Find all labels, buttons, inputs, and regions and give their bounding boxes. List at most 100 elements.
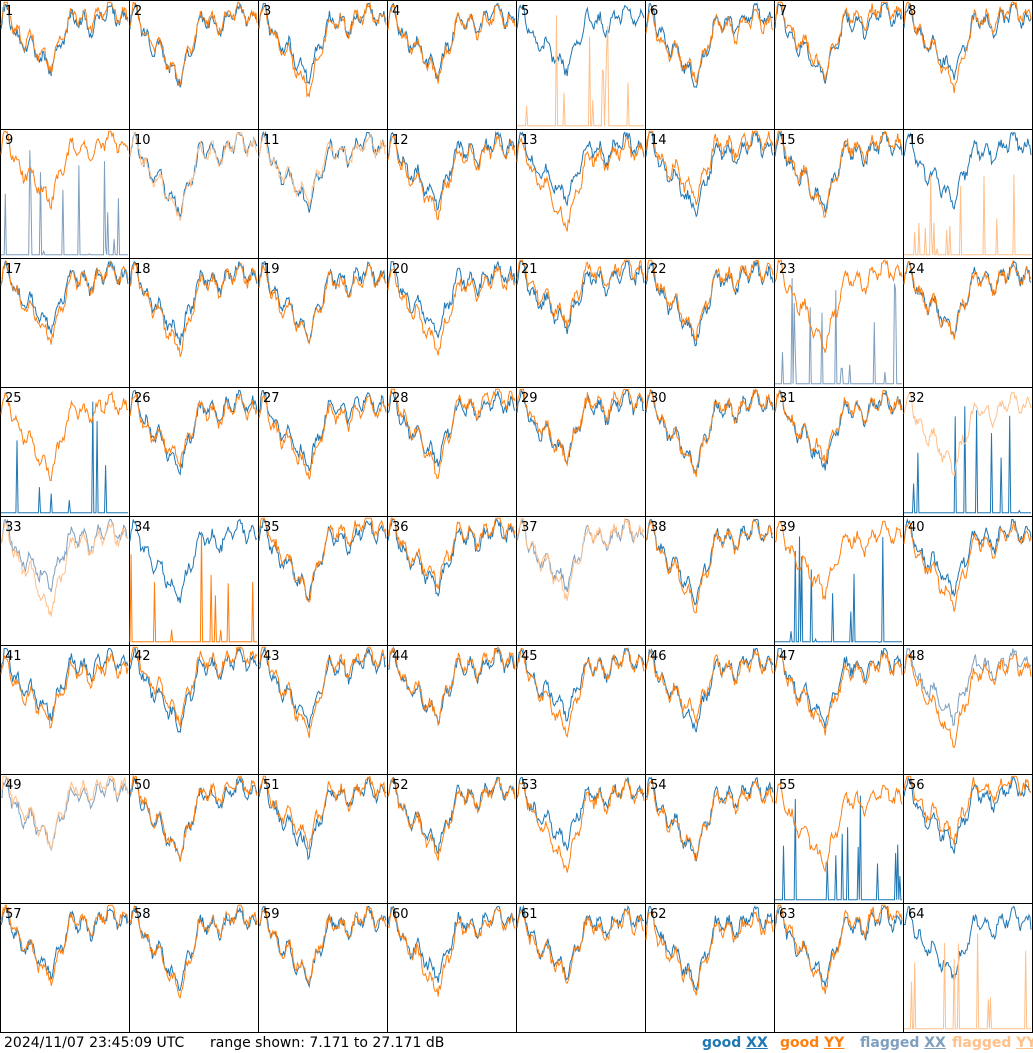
legend-flagged-yy-swatch: YY xyxy=(1016,1035,1033,1051)
panel-label: 38 xyxy=(650,520,667,535)
panel-frame xyxy=(129,129,259,259)
panel-frame xyxy=(129,645,259,775)
panel-label: 4 xyxy=(392,4,400,19)
panel-28: 28 xyxy=(387,387,517,517)
panel-frame xyxy=(0,516,130,646)
panel-46: 46 xyxy=(645,645,775,775)
panel-label: 56 xyxy=(908,778,925,793)
series-yy xyxy=(258,133,387,208)
panel-frame xyxy=(903,387,1033,517)
series-yy xyxy=(774,782,903,874)
panel-label: 15 xyxy=(779,133,796,148)
panel-13: 13 xyxy=(516,129,646,259)
panel-label: 58 xyxy=(134,907,151,922)
legend-good-xx-prefix: good xyxy=(702,1035,747,1051)
panel-20: 20 xyxy=(387,258,517,388)
panel-38: 38 xyxy=(645,516,775,646)
series-xx xyxy=(258,130,387,213)
panel-42: 42 xyxy=(129,645,259,775)
panel-frame xyxy=(774,774,904,904)
panel-frame xyxy=(774,0,904,130)
panel-frame xyxy=(0,774,130,904)
series-xx xyxy=(645,2,774,88)
panel-label: 37 xyxy=(521,520,538,535)
series-xx xyxy=(645,132,774,218)
series-xx xyxy=(904,406,1031,514)
panel-6: 6 xyxy=(645,0,775,130)
panel-label: 39 xyxy=(779,520,796,535)
series-yy xyxy=(0,260,129,345)
panel-49: 49 xyxy=(0,774,130,904)
series-yy xyxy=(774,904,903,994)
panel-label: 60 xyxy=(392,907,409,922)
series-xx xyxy=(774,2,903,84)
series-yy xyxy=(516,136,645,232)
panel-label: 32 xyxy=(908,391,925,406)
panel-23: 23 xyxy=(774,258,904,388)
panel-label: 49 xyxy=(5,778,22,793)
panel-4: 4 xyxy=(387,0,517,130)
panel-frame xyxy=(516,258,646,388)
panel-label: 36 xyxy=(392,520,409,535)
panel-frame xyxy=(516,387,646,517)
panel-frame xyxy=(387,645,517,775)
series-yy xyxy=(903,391,1032,477)
panel-frame xyxy=(258,516,388,646)
panel-frame xyxy=(387,0,517,130)
panel-frame xyxy=(516,516,646,646)
series-yy xyxy=(516,909,645,985)
series-yy xyxy=(387,388,516,480)
series-yy xyxy=(387,4,516,84)
panel-label: 8 xyxy=(908,4,916,19)
panel-39: 39 xyxy=(774,516,904,646)
panel-54: 54 xyxy=(645,774,775,904)
series-yy xyxy=(129,393,258,468)
panel-7: 7 xyxy=(774,0,904,130)
panel-62: 62 xyxy=(645,903,775,1033)
panel-frame xyxy=(645,645,775,775)
series-yy xyxy=(516,648,645,738)
series-xx xyxy=(129,518,258,604)
series-yy xyxy=(129,1,258,86)
panel-label: 5 xyxy=(521,4,529,19)
series-yy xyxy=(258,646,387,738)
panel-label: 45 xyxy=(521,649,538,664)
panel-frame xyxy=(258,903,388,1033)
panel-17: 17 xyxy=(0,258,130,388)
legend-flagged-xx-swatch: XX xyxy=(924,1035,946,1051)
series-yy xyxy=(387,907,516,997)
panel-19: 19 xyxy=(258,258,388,388)
panel-5: 5 xyxy=(516,0,646,130)
series-yy xyxy=(645,780,774,862)
series-xx xyxy=(387,776,516,855)
series-yy xyxy=(258,905,387,985)
panel-14: 14 xyxy=(645,129,775,259)
panel-37: 37 xyxy=(516,516,646,646)
panel-frame xyxy=(516,645,646,775)
series-xx xyxy=(258,777,387,861)
panel-58: 58 xyxy=(129,903,259,1033)
panel-label: 50 xyxy=(134,778,151,793)
panel-43: 43 xyxy=(258,645,388,775)
panel-frame xyxy=(903,516,1033,646)
panel-36: 36 xyxy=(387,516,517,646)
panel-label: 57 xyxy=(5,907,22,922)
legend-good-xx-swatch: XX xyxy=(746,1035,768,1051)
panel-label: 2 xyxy=(134,4,142,19)
series-yy xyxy=(0,130,129,211)
panel-label: 11 xyxy=(263,133,280,148)
series-xx xyxy=(903,905,1032,983)
series-yy xyxy=(903,259,1032,340)
series-yy xyxy=(387,265,516,356)
panel-label: 31 xyxy=(779,391,796,406)
panel-frame xyxy=(129,387,259,517)
panel-34: 34 xyxy=(129,516,259,646)
panel-61: 61 xyxy=(516,903,646,1033)
panel-16: 16 xyxy=(903,129,1033,259)
panel-35: 35 xyxy=(258,516,388,646)
panel-frame xyxy=(0,129,130,259)
series-yy xyxy=(0,1,129,75)
panel-frame xyxy=(129,774,259,904)
panel-label: 64 xyxy=(908,907,925,922)
panel-frame xyxy=(903,258,1033,388)
